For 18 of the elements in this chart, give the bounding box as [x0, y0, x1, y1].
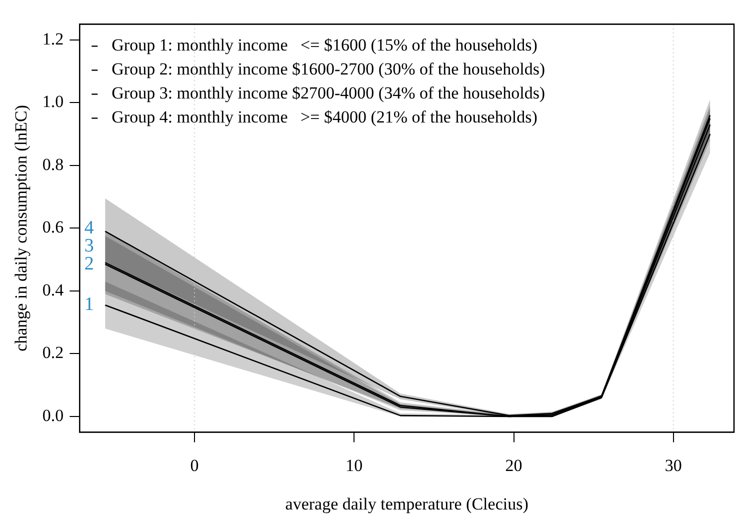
legend-label: Group 4: monthly income >= $4000 (21% of the households): [112, 108, 538, 127]
x-tick-label: 20: [505, 456, 522, 475]
y-tick-label: 0.8: [42, 154, 64, 174]
y-tick-label: 1.2: [42, 29, 64, 48]
y-tick-label: 0.0: [42, 406, 64, 425]
y-tick-label: 0.2: [42, 343, 64, 362]
y-axis-title: change in daily consumption (lnEC): [12, 104, 31, 352]
legend-label: Group 1: monthly income <= $1600 (15% of the households): [112, 36, 538, 55]
x-tick-label: 10: [346, 456, 363, 475]
x-tick-label: 0: [190, 456, 199, 475]
y-tick-label: 1.0: [42, 92, 64, 112]
x-axis-title: average daily temperature (Clecius): [285, 494, 528, 514]
annotation: 1: [84, 294, 94, 316]
legend-label: Group 3: monthly income $2700-4000 (34% of the households): [112, 84, 546, 103]
legend-label: Group 2: monthly income $1600-2700 (30% of the households): [112, 60, 546, 79]
x-tick-label: 30: [664, 456, 682, 475]
y-tick-label: 0.6: [42, 218, 64, 237]
y-tick-label: 0.4: [42, 280, 64, 300]
